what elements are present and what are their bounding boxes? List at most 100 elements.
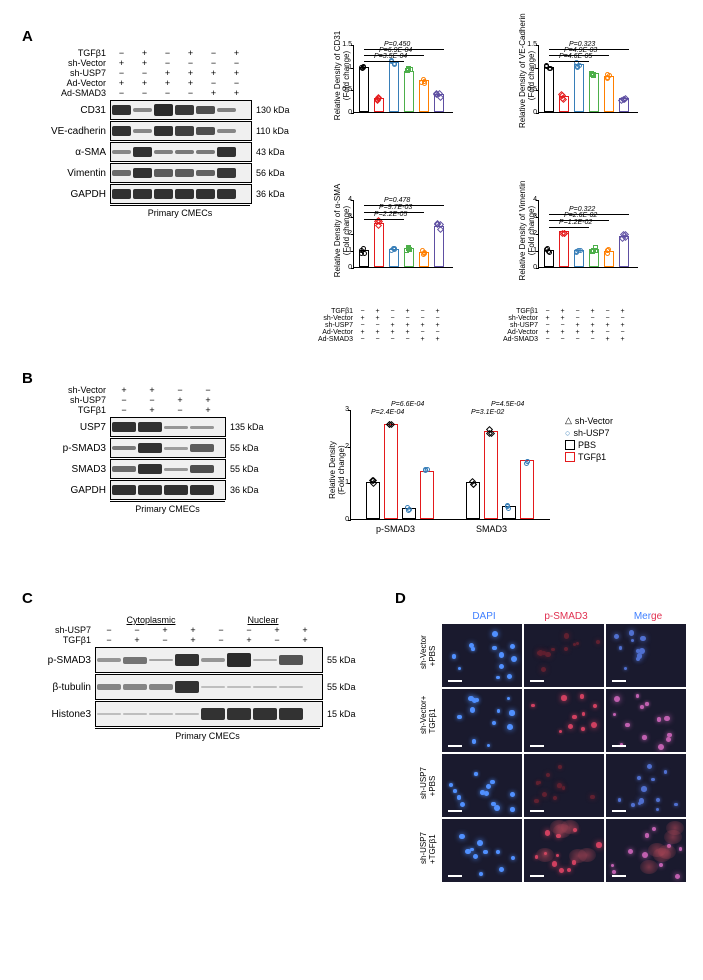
panel-c-treatments: sh-USP7−−++−−++TGFβ1−+−+−+−+ xyxy=(35,625,365,645)
data-point xyxy=(361,64,366,69)
scale-bar xyxy=(530,680,544,682)
microscopy-image xyxy=(442,689,522,752)
blot-image xyxy=(110,100,252,120)
blot-row: GAPDH36 kDa xyxy=(35,184,305,204)
p-value: P=2.4E-04 xyxy=(371,409,404,416)
treatment-row: Ad-Vector++++−− xyxy=(35,78,305,88)
blot-image xyxy=(110,417,226,437)
panel-d-headers: DAPIp-SMAD3Merge xyxy=(443,610,695,623)
microscopy-image xyxy=(524,624,604,687)
p-value: P=0.450 xyxy=(384,41,410,48)
scale-bar xyxy=(448,875,462,877)
data-point xyxy=(591,72,596,77)
microscopy-image xyxy=(606,689,686,752)
chart-bar xyxy=(604,76,614,112)
microscopy-image xyxy=(524,689,604,752)
blot-row: Histone315 kDa xyxy=(35,701,365,727)
panel-d-rows: sh-Vector+PBSsh-Vector+TGFβ1sh-USP7+PBSs… xyxy=(415,623,695,883)
panel-c-label: C xyxy=(22,590,33,607)
chart-bar xyxy=(484,431,498,519)
panel-b-blots: USP7135 kDap-SMAD355 kDaSMAD355 kDaGAPDH… xyxy=(35,417,305,500)
chart-treatments: TGFβ1−+−+−+sh-Vector++−−−−sh-USP7−−++++A… xyxy=(315,308,445,343)
scale-bar xyxy=(448,680,462,682)
p-value: P=0.478 xyxy=(384,197,410,204)
p-value: P=0.323 xyxy=(569,41,595,48)
treatment-row: Ad-SMAD3−−−−++ xyxy=(35,88,305,98)
blot-row: GAPDH36 kDa xyxy=(35,480,305,500)
blot-row: β-tubulin55 kDa xyxy=(35,674,365,700)
chart-group-label: SMAD3 xyxy=(476,524,507,534)
fraction-label: Cytoplasmic xyxy=(95,615,207,625)
panel-b: sh-Vector++−−sh-USP7−−++TGFβ1−+−+ USP713… xyxy=(35,385,305,514)
chart-bar xyxy=(520,460,534,519)
panel-c: CytoplasmicNuclear sh-USP7−−++−−++TGFβ1−… xyxy=(35,615,365,741)
treatment-row: TGFβ1−+−+−+ xyxy=(35,48,305,58)
panel-b-label: B xyxy=(22,370,33,387)
row-label: sh-USP7+TGFβ1 xyxy=(419,838,437,864)
scale-bar xyxy=(612,875,626,877)
blot-image xyxy=(110,142,252,162)
chart-bar xyxy=(366,482,380,519)
bar-chart: Relative Density of VE-Cadherin(Fold cha… xyxy=(510,30,675,140)
col-header: DAPI xyxy=(444,611,524,622)
row-label: sh-Vector+PBS xyxy=(419,643,437,669)
treatment-row: sh-USP7−−++ xyxy=(35,395,305,405)
blot-image xyxy=(95,674,323,700)
panel-d: DAPIp-SMAD3Merge sh-Vector+PBSsh-Vector+… xyxy=(415,610,695,883)
chart-bar xyxy=(544,67,554,112)
blot-image xyxy=(95,701,323,727)
chart-legend: △sh-Vector○sh-USP7PBSTGFβ1 xyxy=(565,415,613,464)
panel-b-chart: Relative Density(Fold change)0123p-SMAD3… xyxy=(320,390,680,560)
microscopy-image xyxy=(524,754,604,817)
blot-row: p-SMAD355 kDa xyxy=(35,647,365,673)
panel-a-blots: CD31130 kDaVE-cadherin110 kDaα-SMA43 kDa… xyxy=(35,100,305,204)
treatment-row: TGFβ1−+−+ xyxy=(35,405,305,415)
p-value: P=0.322 xyxy=(569,206,595,213)
data-point xyxy=(505,504,510,509)
microscopy-image xyxy=(606,819,686,882)
panel-c-fractions: CytoplasmicNuclear xyxy=(95,615,365,625)
blot-image xyxy=(110,184,252,204)
chart-bar xyxy=(420,471,434,519)
blot-image xyxy=(110,163,252,183)
data-point xyxy=(525,459,530,464)
microscopy-image xyxy=(442,819,522,882)
panel-b-caption: Primary CMECs xyxy=(110,501,225,514)
data-point xyxy=(423,467,428,472)
blot-image xyxy=(95,647,323,673)
blot-row: p-SMAD355 kDa xyxy=(35,438,305,458)
col-header: Merge xyxy=(608,611,688,622)
panel-b-treatments: sh-Vector++−−sh-USP7−−++TGFβ1−+−+ xyxy=(35,385,305,415)
fraction-label: Nuclear xyxy=(207,615,319,625)
data-point xyxy=(544,247,549,252)
chart-bar xyxy=(359,67,369,112)
row-label: sh-USP7+PBS xyxy=(419,773,437,799)
treatment-row: sh-Vector++−− xyxy=(35,385,305,395)
bar-chart: Relative Density of Vimentin(Fold change… xyxy=(510,185,675,295)
blot-row: VE-cadherin110 kDa xyxy=(35,121,305,141)
scale-bar xyxy=(530,875,544,877)
data-point xyxy=(359,251,364,256)
blot-image xyxy=(110,121,252,141)
microscopy-image xyxy=(442,624,522,687)
treatment-row: sh-USP7−−++−−++ xyxy=(35,625,365,635)
data-point xyxy=(405,68,410,73)
blot-row: CD31130 kDa xyxy=(35,100,305,120)
blot-row: SMAD355 kDa xyxy=(35,459,305,479)
chart-group-label: p-SMAD3 xyxy=(376,524,415,534)
blot-row: Vimentin56 kDa xyxy=(35,163,305,183)
scale-bar xyxy=(612,810,626,812)
chart-bar xyxy=(374,223,384,267)
scale-bar xyxy=(448,745,462,747)
data-point xyxy=(406,245,411,250)
scale-bar xyxy=(612,745,626,747)
panel-a: TGFβ1−+−+−+sh-Vector++−−−−sh-USP7−−++++A… xyxy=(35,48,305,218)
p-value: P=3.1E-02 xyxy=(471,409,504,416)
chart-bar xyxy=(589,73,599,112)
blot-row: USP7135 kDa xyxy=(35,417,305,437)
panel-a-label: A xyxy=(22,28,33,45)
panel-a-caption: Primary CMECs xyxy=(110,205,250,218)
data-point xyxy=(593,245,598,250)
scale-bar xyxy=(448,810,462,812)
chart-treatments: TGFβ1−+−+−+sh-Vector++−−−−sh-USP7−−++++A… xyxy=(500,308,630,343)
